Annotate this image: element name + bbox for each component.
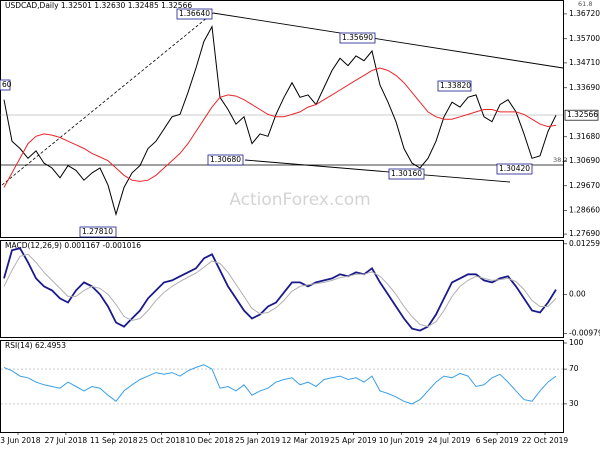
x-tick-label: 25 Jan 2019 [235, 436, 280, 445]
y-tick-label: 1.34710 [569, 58, 600, 67]
x-tick-label: 24 Jul 2019 [428, 436, 471, 445]
series-line [3, 24, 557, 217]
series-line [3, 253, 557, 328]
annotation: 61.8 [578, 0, 592, 8]
watermark: ActionForex.com [229, 190, 370, 210]
x-tick-label: 11 Sep 2018 [90, 436, 138, 445]
y-tick-label: 1.31680 [569, 132, 600, 141]
y-tick-label: 1.28660 [569, 205, 600, 214]
trendline [212, 12, 564, 69]
rsi-title: RSI(14) 62.4953 [5, 341, 66, 350]
annotation: 1.33820 [440, 81, 471, 90]
last-price-label: 1.32566 [567, 110, 598, 119]
trendline [1, 12, 214, 186]
annotation-box [388, 168, 425, 180]
series-line [3, 364, 557, 405]
macd-panel [0, 240, 564, 338]
annotation: 60 [2, 80, 12, 89]
annotation: 1.35690 [342, 33, 373, 42]
annotation-box [207, 154, 244, 166]
y-tick-label: 100 [569, 338, 584, 347]
chart-title: USDCAD,Daily 1.32501 1.32630 1.32485 1.3… [5, 1, 192, 10]
x-tick-label: 10 Jun 2019 [379, 436, 424, 445]
y-tick-label: 0.00 [569, 289, 586, 298]
y-tick-label: 30 [569, 399, 579, 408]
annotation-box [176, 8, 213, 20]
annotation: 1.30160 [391, 169, 422, 178]
x-tick-label: 25 Oct 2018 [139, 436, 186, 445]
last-price-box [564, 109, 599, 121]
rsi-panel [0, 340, 564, 433]
y-tick-label: 1.33690 [569, 83, 600, 92]
annotation-box [0, 79, 11, 91]
y-tick-label: 0.012599 [569, 239, 600, 248]
y-tick-label: 1.29670 [569, 181, 600, 190]
annotation-box [437, 80, 472, 92]
x-tick-label: 6 Sep 2019 [476, 436, 519, 445]
x-tick-label: 12 Mar 2019 [282, 436, 330, 445]
x-tick-label: 27 Jul 2018 [45, 436, 88, 445]
y-tick-label: 1.36720 [569, 9, 600, 18]
y-tick-label: 1.30690 [569, 156, 600, 165]
x-tick-label: 22 Oct 2019 [522, 436, 569, 445]
annotation: 38.2 [553, 156, 567, 164]
y-tick-label: 70 [569, 364, 579, 373]
x-tick-label: 25 Apr 2019 [330, 436, 377, 445]
annotation-box [496, 163, 533, 175]
annotation-box [339, 32, 376, 44]
annotation: 1.30420 [499, 164, 530, 173]
macd-title: MACD(12,26,9) 0.001167 -0.001016 [5, 241, 141, 250]
trendline [244, 159, 511, 183]
annotation: 1.30680 [210, 155, 241, 164]
y-tick-label: 1.35700 [569, 34, 600, 43]
price-panel [0, 0, 564, 238]
y-tick-label: 1.27690 [569, 229, 600, 238]
annotation-box [79, 226, 117, 238]
annotation: 1.27810 [82, 227, 113, 236]
y-tick-label: -0.00979 [569, 329, 600, 338]
series-line [3, 247, 557, 332]
x-tick-label: 13 Jun 2018 [0, 436, 41, 445]
x-tick-label: 10 Dec 2018 [186, 436, 234, 445]
annotation: 1.36640 [179, 9, 210, 18]
series-line [3, 67, 557, 188]
